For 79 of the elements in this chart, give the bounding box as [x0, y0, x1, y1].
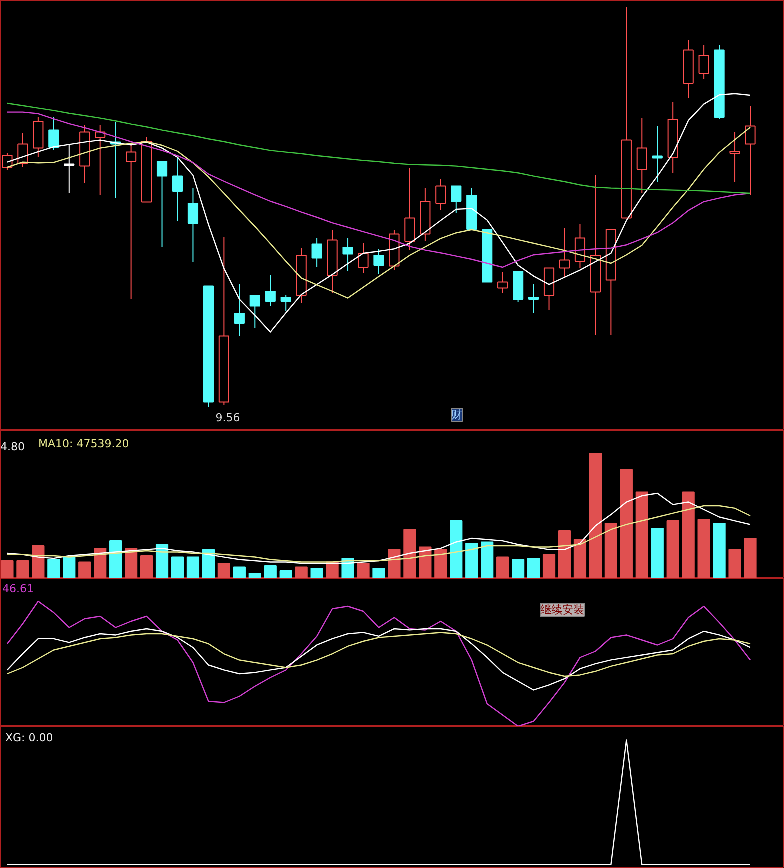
candlestick — [172, 158, 184, 222]
candlestick — [280, 295, 292, 312]
candlestick — [698, 45, 710, 80]
bar — [419, 546, 432, 578]
bar — [604, 523, 618, 578]
bar — [233, 566, 246, 578]
bar — [48, 559, 60, 578]
bar — [186, 556, 200, 578]
text: MA10: 47539.20 — [38, 438, 130, 450]
candlestick — [730, 132, 740, 183]
annotation: 4.80 — [0, 440, 25, 454]
bar — [589, 453, 602, 578]
candlestick — [436, 179, 446, 211]
bar — [636, 492, 648, 578]
bar — [357, 563, 370, 578]
bar — [280, 570, 292, 578]
bar — [218, 563, 230, 578]
bar — [372, 568, 386, 578]
candlestick — [265, 275, 276, 307]
candlestick — [234, 284, 245, 337]
bar — [620, 469, 633, 578]
bar — [63, 556, 76, 578]
candlestick — [312, 238, 322, 268]
bar — [512, 559, 525, 578]
candlestick — [528, 284, 540, 314]
candlestick — [745, 106, 756, 196]
bar — [728, 549, 742, 578]
candlestick — [342, 238, 354, 272]
candlestick — [358, 243, 369, 274]
bar — [666, 520, 680, 578]
bar — [310, 568, 324, 578]
candlestick — [48, 117, 60, 151]
candlestick — [250, 295, 260, 329]
bar — [1, 560, 14, 578]
bar — [682, 492, 695, 578]
text: 46.61 — [2, 582, 34, 596]
candlestick — [559, 228, 570, 278]
annotation: 继续安装 — [540, 604, 584, 616]
bar — [94, 548, 107, 578]
text: 财 — [452, 408, 463, 422]
bar — [248, 573, 262, 578]
bar — [698, 519, 710, 578]
candlestick — [156, 161, 168, 248]
bar — [295, 566, 308, 578]
candlestick — [188, 188, 199, 263]
bar — [264, 566, 277, 578]
bar — [744, 538, 757, 578]
bar — [125, 548, 138, 578]
bar — [542, 554, 556, 578]
bar — [202, 549, 216, 578]
bar — [713, 523, 726, 578]
bar — [558, 530, 572, 578]
candlestick — [451, 186, 462, 214]
bar — [481, 542, 494, 578]
bar — [574, 539, 587, 578]
bar — [651, 528, 664, 578]
bar — [16, 560, 30, 578]
bar — [32, 546, 45, 578]
bar — [388, 549, 401, 578]
candlestick — [374, 249, 384, 275]
candlestick — [652, 126, 663, 183]
bar — [110, 540, 122, 578]
bar — [450, 520, 463, 578]
text: 9.56 — [216, 412, 240, 424]
candlestick — [64, 145, 75, 194]
bar — [171, 556, 184, 578]
bar — [466, 543, 478, 578]
bar — [140, 556, 154, 578]
bar — [404, 529, 416, 578]
candlestick — [404, 168, 416, 251]
bar — [78, 562, 92, 578]
bar — [156, 544, 169, 578]
bar — [527, 558, 540, 578]
annotation: XG: 0.00 — [6, 732, 54, 744]
candlestick — [636, 118, 648, 194]
bar — [434, 549, 448, 578]
candlestick — [498, 272, 508, 294]
bar — [496, 556, 510, 578]
candlestick — [126, 143, 137, 300]
